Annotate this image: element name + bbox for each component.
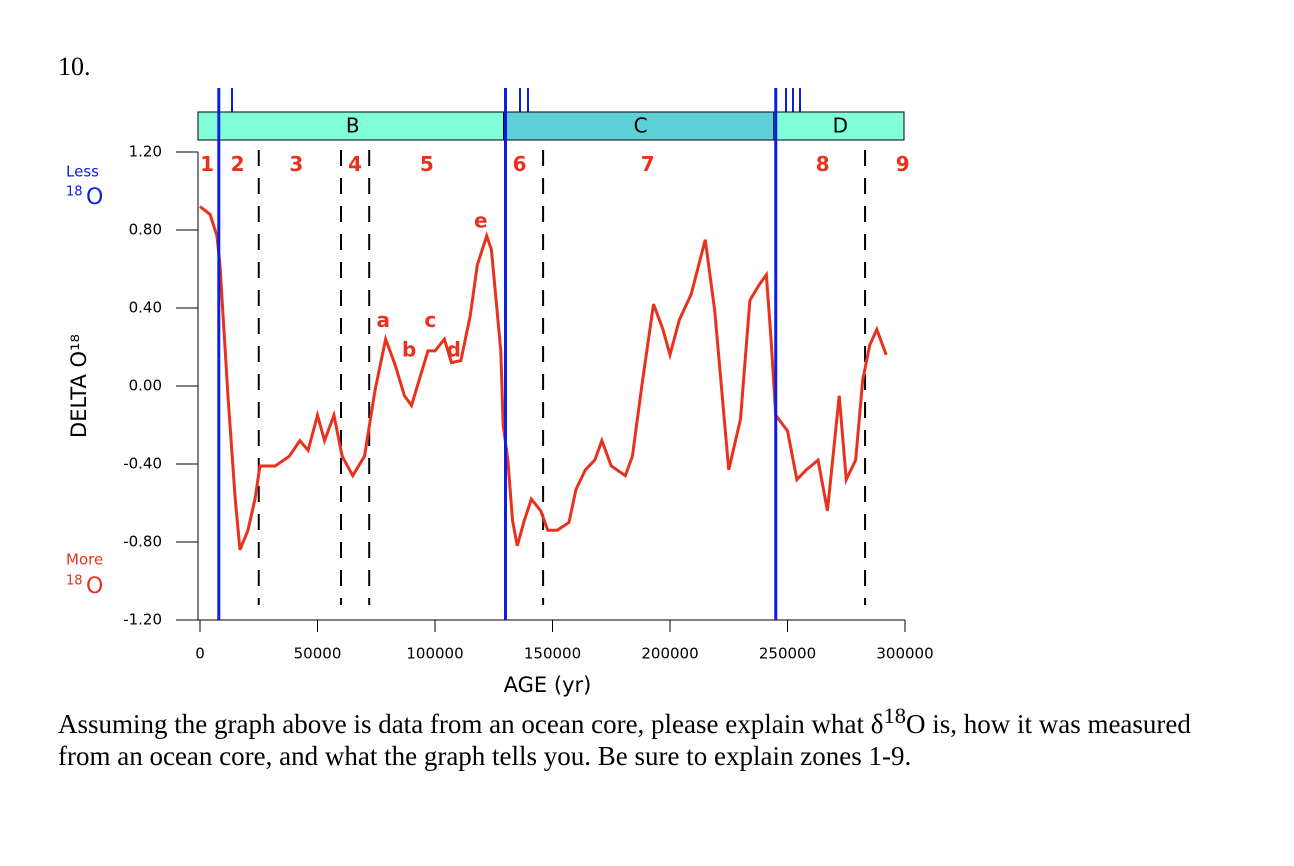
- zone-label: 4: [348, 152, 362, 176]
- x-tick-label: 100000: [406, 645, 463, 663]
- substage-label: e: [474, 209, 488, 233]
- substage-label: c: [424, 308, 436, 332]
- isotope-sup: 18: [66, 574, 83, 589]
- zone-label: 3: [289, 152, 303, 176]
- x-tick-label: 250000: [759, 645, 816, 663]
- y-tick-label: -0.80: [123, 533, 162, 551]
- question-text: Assuming the graph above is data from an…: [58, 709, 884, 739]
- stage-band: [773, 111, 905, 141]
- stage-label: B: [346, 114, 360, 138]
- stage-label: C: [634, 114, 648, 138]
- x-tick-label: 200000: [641, 645, 698, 663]
- zone-label: 6: [513, 152, 527, 176]
- substage-label: d: [447, 337, 461, 361]
- question-number: 10.: [58, 52, 91, 81]
- more-label: More: [66, 551, 103, 569]
- y-tick-label: 1.20: [129, 143, 162, 161]
- zone-label: 5: [420, 152, 434, 176]
- isotope-base: O: [86, 574, 103, 599]
- y-tick-label: -0.40: [123, 455, 162, 473]
- stage-band: [503, 111, 776, 141]
- zone-label: 9: [896, 152, 910, 176]
- zone-label: 7: [641, 152, 655, 176]
- x-tick-label: 50000: [294, 645, 342, 663]
- x-tick-label: 0: [195, 645, 205, 663]
- y-tick-label: 0.40: [129, 299, 162, 317]
- zone-label: 1: [200, 152, 214, 176]
- zone-label: 2: [231, 152, 245, 176]
- zone-label: 8: [816, 152, 830, 176]
- chart: B C D -1.20 -0.80 -0.40 0.00 0.40 0.80 1.20 0 50000…: [66, 88, 934, 697]
- superscript: 18: [883, 703, 906, 728]
- y-tick-label: -1.20: [123, 611, 162, 629]
- question-text: O is, how it was measured from an ocean …: [58, 709, 1191, 771]
- x-tick-label: 150000: [524, 645, 581, 663]
- y-tick-label: 0.80: [129, 221, 162, 239]
- y-tick-label: 0.00: [129, 377, 162, 395]
- less-label: Less: [66, 163, 99, 181]
- y-axis-title: DELTA O¹⁸: [67, 334, 91, 438]
- isotope-base: O: [86, 185, 103, 210]
- x-axis-title: AGE (yr): [504, 673, 592, 697]
- x-tick-label: 300000: [876, 645, 933, 663]
- isotope-sup: 18: [66, 185, 83, 200]
- data-line: [199, 205, 888, 551]
- stage-label: D: [833, 114, 848, 138]
- substage-label: a: [377, 308, 391, 332]
- substage-label: b: [402, 337, 416, 361]
- question-text: Assuming the graph above is data from an…: [58, 700, 1198, 772]
- termination-numerals: [231, 88, 801, 112]
